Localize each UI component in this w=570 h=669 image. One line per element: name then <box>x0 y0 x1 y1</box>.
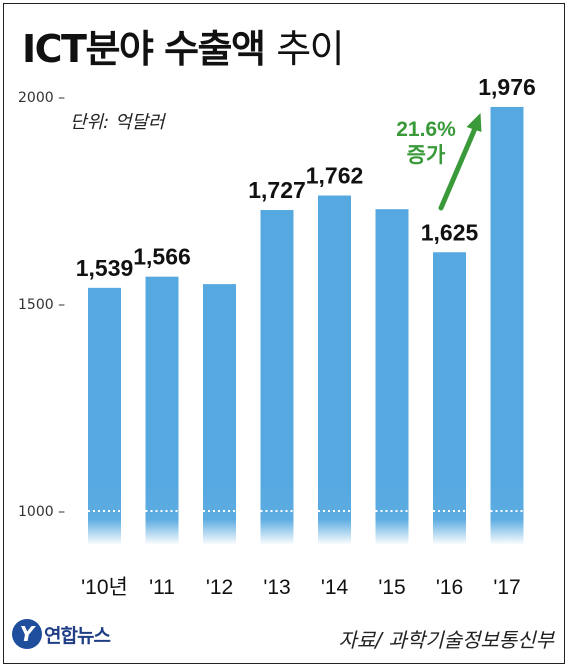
chart-title: ICT분야 수출액 추이 <box>22 18 345 73</box>
bar <box>490 106 524 481</box>
data-label: 1,976 <box>478 74 536 100</box>
yonhap-logo: Y 연합뉴스 <box>12 619 111 649</box>
title-bold: ICT분야 수출액 <box>22 27 266 71</box>
unit-label: 단위: 억달러 <box>70 112 165 133</box>
y-tick-label: 2000 – <box>18 90 65 106</box>
bar <box>88 287 121 481</box>
growth-arrowhead <box>466 113 482 132</box>
data-label: 1,566 <box>133 244 191 270</box>
bar-fade <box>490 481 524 545</box>
yonhap-logo-icon: Y <box>12 619 42 649</box>
data-label: 1,762 <box>306 163 364 189</box>
bar-fade <box>145 481 179 545</box>
bar-fade <box>433 481 466 545</box>
x-tick-label: '12 <box>206 576 233 599</box>
bar-fade <box>375 481 409 545</box>
logo-text: 연합뉴스 <box>44 624 111 647</box>
bar <box>318 195 351 482</box>
data-label: 1,625 <box>421 219 479 245</box>
growth-arrow <box>438 122 479 211</box>
y-tick-label: 1000 – <box>18 504 65 520</box>
bar <box>203 284 236 481</box>
data-label: 1,539 <box>76 255 134 281</box>
growth-annotation: 21.6% <box>396 118 456 141</box>
bar-fade <box>203 481 236 545</box>
bar-fade <box>318 481 351 545</box>
bar <box>375 209 409 481</box>
bar-fade <box>88 481 121 545</box>
source-note: 자료/ 과학기술정보통신부 <box>338 628 555 652</box>
bar <box>433 252 466 481</box>
bar-fade <box>260 481 294 545</box>
data-label: 1,727 <box>248 177 306 203</box>
growth-annotation: 증가 <box>407 144 446 167</box>
x-tick-label: '13 <box>263 576 290 599</box>
x-tick-label: '15 <box>378 576 405 599</box>
bar <box>260 210 294 481</box>
y-tick-label: 1500 – <box>18 297 65 313</box>
bar <box>145 276 179 481</box>
x-tick-label: '17 <box>493 576 520 599</box>
x-tick-label: '14 <box>321 576 349 599</box>
x-tick-label: '16 <box>436 576 463 599</box>
x-tick-label: '11 <box>149 576 175 599</box>
title-light: 추이 <box>276 27 344 71</box>
x-tick-label: '10년 <box>81 576 128 599</box>
